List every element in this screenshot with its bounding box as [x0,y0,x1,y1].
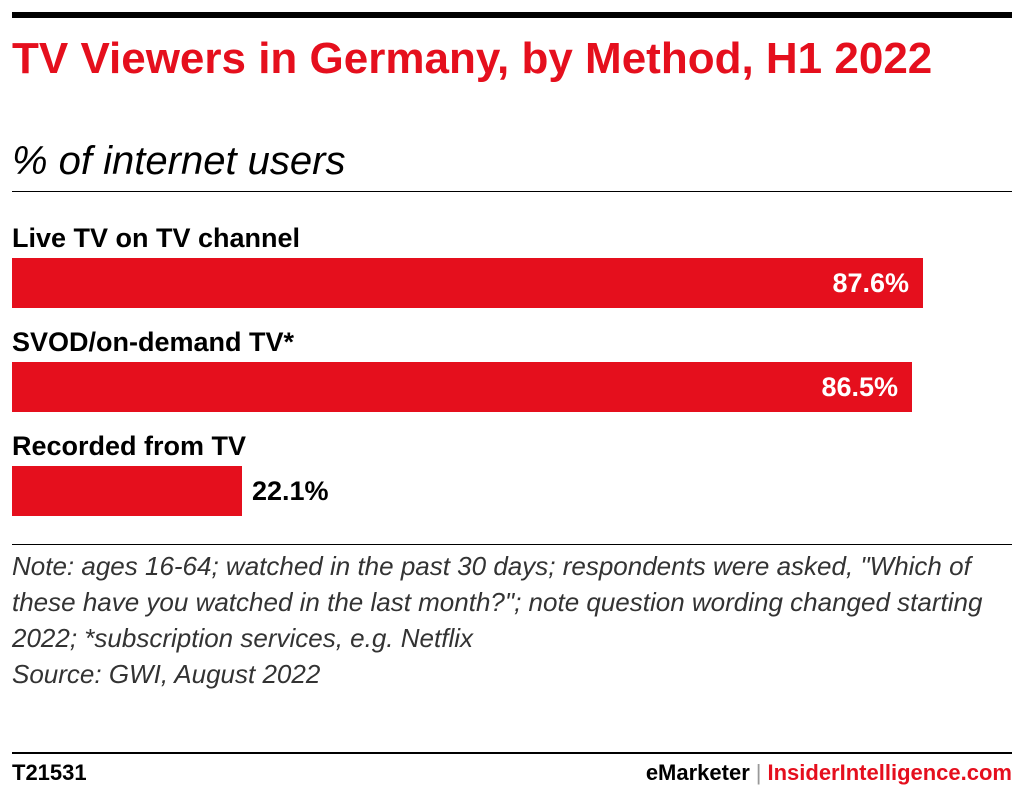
chart-title: TV Viewers in Germany, by Method, H1 202… [12,34,933,83]
header-divider [12,191,1012,192]
bar [12,362,912,412]
top-rule [12,12,1012,18]
brand-separator: | [755,760,762,785]
brand-emarketer: eMarketer [645,760,750,785]
note-label: Note: [12,551,75,581]
footer-rule [12,752,1012,754]
category-label: Live TV on TV channel [12,223,301,253]
source-text: Source: GWI, August 2022 [12,659,321,689]
chart-divider [12,544,1012,545]
note-text: ages 16-64; watched in the past 30 days;… [12,551,983,653]
value-label: 86.5% [821,372,898,402]
bar [12,466,242,516]
category-label: Recorded from TV [12,431,247,461]
brand-insider-intelligence: InsiderIntelligence.com [767,760,1012,785]
brand-footer: eMarketer | InsiderIntelligence.com [646,760,1012,786]
value-label: 87.6% [832,268,909,298]
value-label: 22.1% [252,476,329,506]
bar-chart: Live TV on TV channel 87.6% SVOD/on-demand… [0,200,1024,540]
chart-subtitle: % of internet users [12,139,346,183]
chart-id: T21531 [12,760,87,785]
bar [12,258,923,308]
category-label: SVOD/on-demand TV* [12,327,295,357]
chart-note: Note: ages 16-64; watched in the past 30… [12,548,1012,692]
